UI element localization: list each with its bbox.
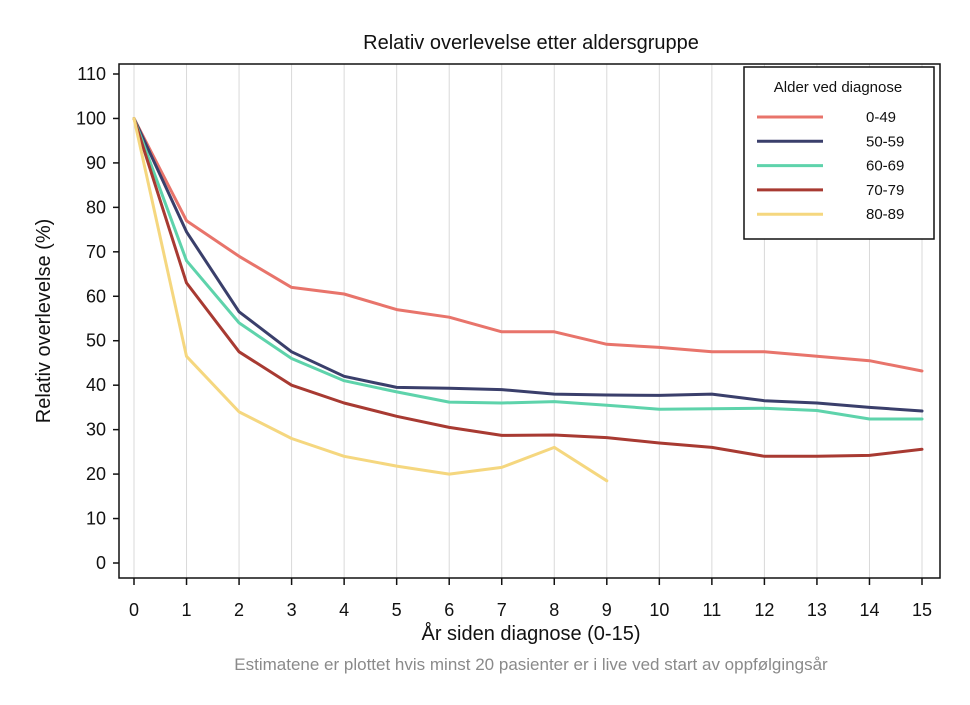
x-tick-label: 2 (234, 600, 244, 620)
x-axis: 0 1 2 3 4 5 6 7 8 9 10 11 12 13 14 15 (129, 578, 932, 620)
x-tick-label: 11 (703, 600, 722, 620)
y-tick-label: 60 (86, 286, 106, 306)
x-tick-label: 12 (754, 600, 774, 620)
y-tick-label: 110 (77, 64, 106, 84)
series-line-0-49 (132, 117, 924, 373)
y-tick-label: 90 (86, 153, 106, 173)
y-tick-label: 0 (96, 553, 106, 573)
grid-lines (133, 64, 923, 578)
x-tick-label: 14 (859, 600, 879, 620)
legend: Alder ved diagnose 0-49 50-59 60-69 70-79 80… (743, 66, 935, 240)
y-axis: 0 10 20 30 40 50 60 70 80 90 100 110 (76, 64, 119, 573)
legend-label-70-79: 70-79 (866, 182, 904, 199)
x-axis-label: År siden diagnose (0-15) (421, 622, 640, 645)
legend-label-60-69: 60-69 (866, 158, 904, 175)
x-tick-label: 8 (549, 600, 559, 620)
legend-label-0-49: 0-49 (866, 109, 896, 126)
x-tick-label: 0 (129, 600, 139, 620)
x-tick-label: 13 (807, 600, 827, 620)
x-tick-label: 7 (497, 600, 507, 620)
footnote: Estimatene er plottet hvis minst 20 pasi… (234, 655, 828, 674)
x-tick-label: 6 (444, 600, 454, 620)
y-tick-label: 10 (86, 509, 106, 529)
series-line-70-79 (132, 117, 924, 458)
plot-area (118, 63, 941, 579)
x-tick-label: 9 (602, 600, 612, 620)
x-tick-label: 5 (392, 600, 402, 620)
y-tick-label: 30 (86, 420, 106, 440)
x-tick-label: 10 (649, 600, 669, 620)
series-line-50-59 (132, 117, 924, 413)
y-tick-label: 100 (76, 108, 106, 128)
series-line-60-69 (132, 117, 924, 421)
y-tick-label: 80 (86, 197, 106, 217)
x-tick-label: 3 (287, 600, 297, 620)
y-tick-label: 20 (86, 464, 106, 484)
legend-label-50-59: 50-59 (866, 133, 904, 150)
y-tick-label: 40 (86, 375, 106, 395)
x-tick-label: 4 (339, 600, 349, 620)
x-tick-label: 15 (912, 600, 932, 620)
legend-title: Alder ved diagnose (774, 79, 902, 96)
series-lines (132, 117, 924, 483)
y-tick-label: 50 (86, 331, 106, 351)
x-tick-label: 1 (182, 600, 192, 620)
y-axis-label: Relativ overlevelse (%) (33, 219, 55, 424)
legend-box (743, 66, 935, 240)
series-line-80-89 (132, 117, 609, 483)
chart-title: Relativ overlevelse etter aldersgruppe (363, 32, 699, 54)
y-tick-label: 70 (86, 242, 106, 262)
legend-label-80-89: 80-89 (866, 206, 904, 223)
